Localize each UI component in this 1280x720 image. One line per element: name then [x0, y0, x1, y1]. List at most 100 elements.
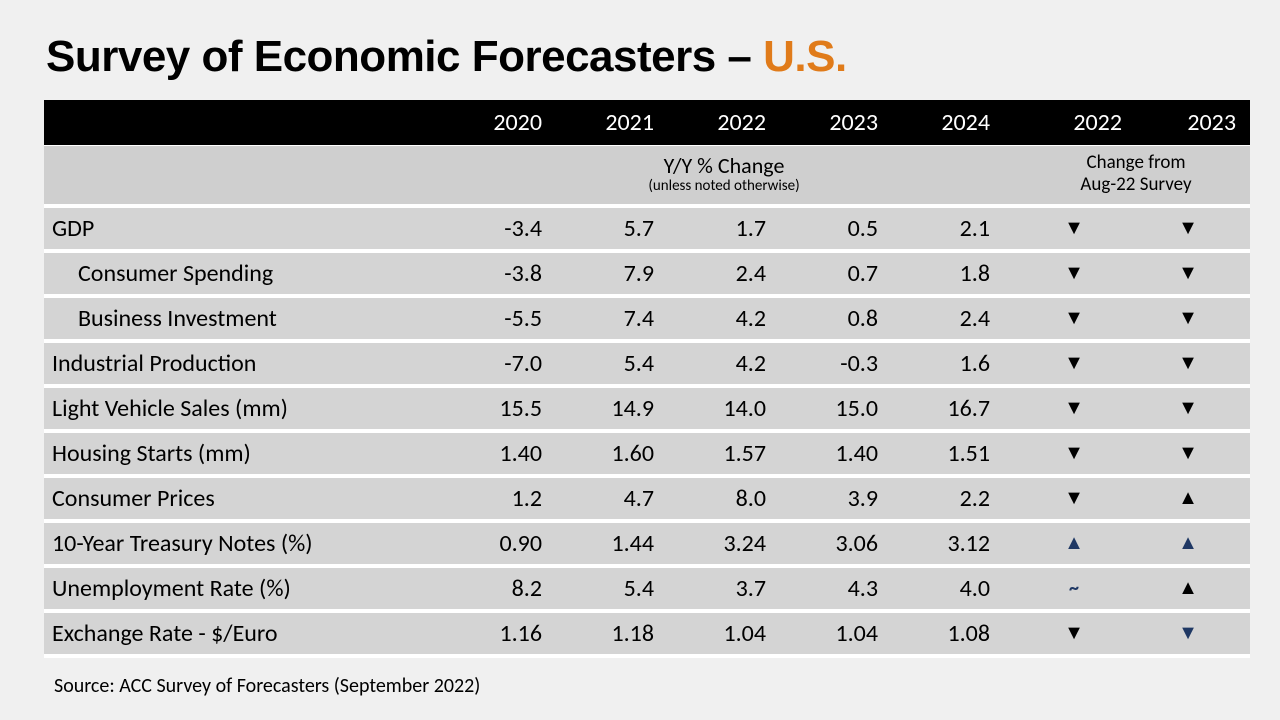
- subhead-main: Y/Y % Change (unless noted otherwise): [444, 146, 1004, 206]
- metric-label: Housing Starts (mm): [44, 431, 444, 476]
- cell-value: 1.18: [556, 611, 668, 656]
- change-indicator: ▼: [1136, 296, 1250, 341]
- change-indicator: ▼: [1022, 611, 1136, 656]
- subhead-blank: [44, 146, 444, 206]
- col-year-0: 2020: [444, 100, 556, 146]
- cell-value: 1.04: [780, 611, 892, 656]
- cell-value: 2.4: [892, 296, 1004, 341]
- table-row: GDP-3.45.71.70.52.1▼▼: [44, 206, 1250, 251]
- row-gap: [1004, 521, 1022, 566]
- table-row: 10-Year Treasury Notes (%)0.901.443.243.…: [44, 521, 1250, 566]
- cell-value: 2.4: [668, 251, 780, 296]
- row-gap: [1004, 206, 1022, 251]
- col-change-0: 2022: [1022, 100, 1136, 146]
- cell-value: 14.9: [556, 386, 668, 431]
- cell-value: 3.24: [668, 521, 780, 566]
- table-body: GDP-3.45.71.70.52.1▼▼Consumer Spending-3…: [44, 206, 1250, 656]
- cell-value: 3.7: [668, 566, 780, 611]
- cell-value: 5.4: [556, 341, 668, 386]
- change-indicator: ▼: [1022, 386, 1136, 431]
- row-gap: [1004, 341, 1022, 386]
- col-year-1: 2021: [556, 100, 668, 146]
- row-gap: [1004, 566, 1022, 611]
- change-indicator: ▼: [1022, 206, 1136, 251]
- change-indicator: ▼: [1022, 251, 1136, 296]
- table-row: Unemployment Rate (%)8.25.43.74.34.0 ~▲: [44, 566, 1250, 611]
- subhead-change-l1: Change from: [1086, 151, 1185, 174]
- metric-label: Consumer Spending: [44, 251, 444, 296]
- col-year-4: 2024: [892, 100, 1004, 146]
- cell-value: -3.8: [444, 251, 556, 296]
- cell-value: -5.5: [444, 296, 556, 341]
- table-row: Consumer Spending-3.87.92.40.71.8▼▼: [44, 251, 1250, 296]
- subhead-main-small: (unless noted otherwise): [448, 177, 1000, 195]
- table-row: Consumer Prices1.24.78.03.92.2▼▲: [44, 476, 1250, 521]
- source-note: Source: ACC Survey of Forecasters (Septe…: [54, 674, 480, 698]
- metric-label: Exchange Rate - $/Euro: [44, 611, 444, 656]
- cell-value: 1.6: [892, 341, 1004, 386]
- cell-value: 3.06: [780, 521, 892, 566]
- cell-value: 1.16: [444, 611, 556, 656]
- forecast-table: 2020 2021 2022 2023 2024 2022 2023 Y/Y %…: [44, 100, 1250, 658]
- metric-label: Consumer Prices: [44, 476, 444, 521]
- change-indicator: ▼: [1022, 476, 1136, 521]
- cell-value: 4.0: [892, 566, 1004, 611]
- subhead-change-l2: Aug-22 Survey: [1080, 173, 1191, 196]
- header-gap: [1004, 100, 1022, 146]
- cell-value: 3.12: [892, 521, 1004, 566]
- table-row: Business Investment-5.57.44.20.82.4▼▼: [44, 296, 1250, 341]
- cell-value: 4.2: [668, 341, 780, 386]
- cell-value: 8.2: [444, 566, 556, 611]
- cell-value: 0.5: [780, 206, 892, 251]
- header-blank: [44, 100, 444, 146]
- metric-label: Unemployment Rate (%): [44, 566, 444, 611]
- change-indicator: ~: [1022, 566, 1136, 611]
- row-gap: [1004, 251, 1022, 296]
- subhead-change: Change from Aug-22 Survey: [1022, 146, 1250, 206]
- slide: Survey of Economic Forecasters – U.S. 20…: [0, 0, 1280, 720]
- change-indicator: ▼: [1022, 296, 1136, 341]
- change-indicator: ▼: [1136, 386, 1250, 431]
- cell-value: 1.57: [668, 431, 780, 476]
- metric-label: Industrial Production: [44, 341, 444, 386]
- metric-label: 10-Year Treasury Notes (%): [44, 521, 444, 566]
- table-row: Housing Starts (mm)1.401.601.571.401.51▼…: [44, 431, 1250, 476]
- change-indicator: ▼: [1136, 611, 1250, 656]
- change-indicator: ▲: [1022, 521, 1136, 566]
- metric-label: Light Vehicle Sales (mm): [44, 386, 444, 431]
- cell-value: 0.90: [444, 521, 556, 566]
- cell-value: 8.0: [668, 476, 780, 521]
- change-indicator: ▼: [1136, 431, 1250, 476]
- cell-value: 7.4: [556, 296, 668, 341]
- change-indicator: ▼: [1136, 206, 1250, 251]
- cell-value: 2.2: [892, 476, 1004, 521]
- row-gap: [1004, 296, 1022, 341]
- cell-value: -3.4: [444, 206, 556, 251]
- header-row-years: 2020 2021 2022 2023 2024 2022 2023: [44, 100, 1250, 146]
- change-indicator: ▼: [1022, 431, 1136, 476]
- cell-value: 15.0: [780, 386, 892, 431]
- change-indicator: ▼: [1022, 341, 1136, 386]
- change-indicator: ▼: [1136, 341, 1250, 386]
- cell-value: 1.08: [892, 611, 1004, 656]
- subhead-gap: [1004, 146, 1022, 206]
- cell-value: 1.7: [668, 206, 780, 251]
- cell-value: 5.4: [556, 566, 668, 611]
- change-indicator: ▲: [1136, 566, 1250, 611]
- cell-value: 1.44: [556, 521, 668, 566]
- cell-value: -7.0: [444, 341, 556, 386]
- metric-label: GDP: [44, 206, 444, 251]
- col-year-3: 2023: [780, 100, 892, 146]
- cell-value: 7.9: [556, 251, 668, 296]
- cell-value: 4.3: [780, 566, 892, 611]
- cell-value: 1.40: [780, 431, 892, 476]
- cell-value: 0.8: [780, 296, 892, 341]
- page-title: Survey of Economic Forecasters – U.S.: [46, 32, 1236, 82]
- cell-value: 1.60: [556, 431, 668, 476]
- header-row-sub: Y/Y % Change (unless noted otherwise) Ch…: [44, 146, 1250, 206]
- cell-value: 3.9: [780, 476, 892, 521]
- cell-value: 4.2: [668, 296, 780, 341]
- row-gap: [1004, 431, 1022, 476]
- subhead-main-text: Y/Y % Change: [664, 152, 785, 179]
- col-change-1: 2023: [1136, 100, 1250, 146]
